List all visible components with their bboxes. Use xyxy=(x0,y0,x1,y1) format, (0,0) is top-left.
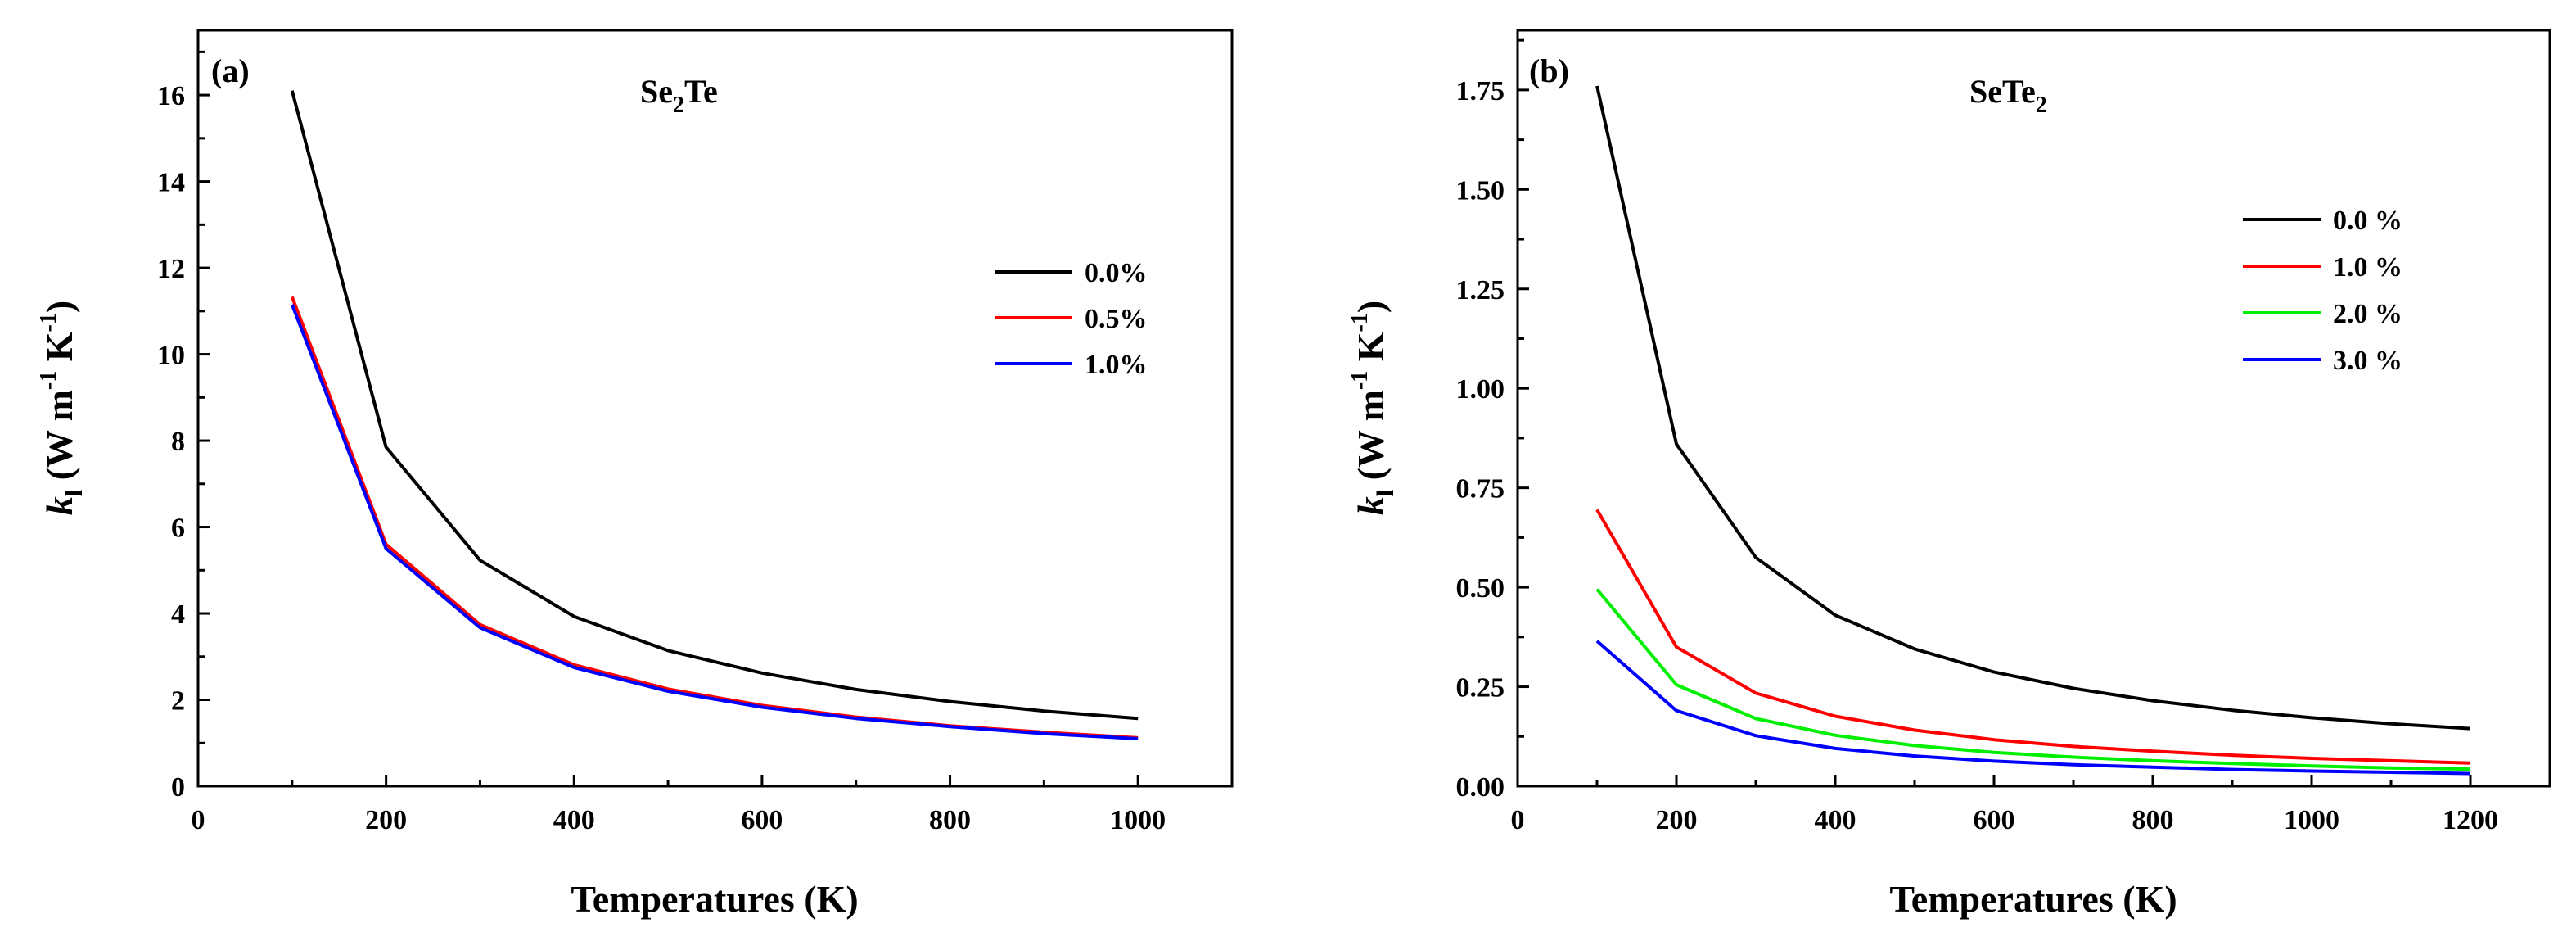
panel-a-y-tick-label: 2 xyxy=(171,686,185,717)
panel-a-ylabel-mid: K xyxy=(38,332,80,371)
panel-b-x-tick-label: 200 xyxy=(1656,805,1698,835)
panel-b-series-line xyxy=(1595,640,2471,776)
panel-a-y-tick-label: 6 xyxy=(171,513,185,544)
panel-a-axis-ticks: 0 200 400 600 800 1000 0 2 4 6 8 10 12 14 16 xyxy=(157,50,1166,835)
panel-b-legend-label: 3.0 % xyxy=(2333,346,2402,376)
panel-b-y-axis-title: kl (W m-1 K-1) xyxy=(1347,301,1399,515)
panel-a-y-tick-label: 12 xyxy=(157,254,185,284)
panel-b-x-axis-title: Temperatures (K) xyxy=(1889,878,2177,920)
panel-b-legend: 0.0 % 1.0 % 2.0 % 3.0 % xyxy=(2243,206,2402,376)
panel-a-x-tick-label: 800 xyxy=(929,805,971,835)
panel-a-ylabel-open: (W m xyxy=(38,390,80,490)
panel-b-y-tick-label: 0.75 xyxy=(1456,474,1505,504)
panel-a-ylabel-exp1: -1 xyxy=(36,371,61,390)
panel-a-legend-label: 0.0% xyxy=(1085,258,1148,288)
panel-b-x-tick-label: 400 xyxy=(1815,805,1856,835)
panel-b-ylabel-exp2: -1 xyxy=(1347,313,1373,332)
panel-a-x-tick-label: 200 xyxy=(365,805,407,835)
panel-a-legend-label: 1.0% xyxy=(1085,350,1148,380)
panel-b-legend-label: 1.0 % xyxy=(2333,252,2402,283)
panel-a-y-tick-label: 4 xyxy=(171,599,185,630)
panel-a-title-main: Se xyxy=(640,73,673,110)
panel-a-title: Se2Te xyxy=(640,73,718,118)
panel-b-x-tick-label: 800 xyxy=(2132,805,2174,835)
panel-b-ylabel-exp1: -1 xyxy=(1347,371,1373,390)
panel-a-x-axis-title: Temperatures (K) xyxy=(571,878,858,920)
panel-a-x-tick-label: 1000 xyxy=(1110,805,1166,835)
panel-a-series xyxy=(290,90,1139,740)
panel-b-y-tick-label: 1.25 xyxy=(1456,275,1505,305)
panel-b-label: (b) xyxy=(1529,52,1569,89)
panel-b-series-line xyxy=(1595,588,2471,771)
panel-b-x-tick-label: 600 xyxy=(1974,805,2015,835)
panel-b-ylabel-close: ) xyxy=(1350,301,1392,313)
panel-b-y-tick-label: 1.00 xyxy=(1456,374,1505,405)
panel-b-series-line xyxy=(1595,509,2471,765)
panel-a-title-subscript: 2 xyxy=(673,93,684,118)
panel-a-ylabel-k-sub: l xyxy=(61,490,88,496)
panel-b-title-main: SeTe xyxy=(1969,73,2036,110)
panel-b-y-tick-label: 0.50 xyxy=(1456,573,1505,604)
panel-b-y-tick-label: 1.75 xyxy=(1456,76,1505,106)
panel-a-ylabel-k: k xyxy=(38,496,80,515)
panel-a-y-tick-label: 8 xyxy=(171,427,185,457)
panel-b: 0 200 400 600 800 1000 1200 0.00 0.25 0.50 0.75 1.0… xyxy=(1347,29,2551,920)
panel-b-y-tick-label: 0.25 xyxy=(1456,673,1505,703)
panel-b-axis-ticks: 0 200 400 600 800 1000 1200 0.00 0.25 0.50 0.75 1.0… xyxy=(1456,38,2498,835)
panel-a-plot-frame xyxy=(196,29,1234,788)
panel-a-ylabel-close: ) xyxy=(38,301,80,313)
panel-b-ylabel-k-sub: l xyxy=(1372,490,1399,496)
panel-a-x-tick-label: 400 xyxy=(553,805,595,835)
panel-a-y-tick-label: 10 xyxy=(157,341,185,371)
panel-b-legend-label: 0.0 % xyxy=(2333,206,2402,236)
panel-b-ylabel-k: k xyxy=(1350,496,1392,515)
panel-a-title-tail: Te xyxy=(684,73,718,110)
panel-a-ylabel-exp2: -1 xyxy=(36,313,61,332)
panel-a-y-tick-label: 14 xyxy=(157,168,185,198)
panel-a-y-tick-label: 16 xyxy=(157,81,185,111)
panel-a-y-axis-title: kl (W m-1 K-1) xyxy=(36,301,88,515)
panel-a-series-line xyxy=(290,304,1139,740)
panel-a-legend-label: 0.5% xyxy=(1085,304,1148,334)
panel-b-plot-frame xyxy=(1516,29,2551,788)
panel-b-series-line xyxy=(1595,85,2471,731)
panel-a-x-tick-label: 0 xyxy=(192,805,205,835)
panel-a-label: (a) xyxy=(211,52,250,89)
panel-a-y-tick-label: 0 xyxy=(171,772,185,803)
panel-a-x-tick-label: 600 xyxy=(741,805,783,835)
panel-b-ylabel-open: (W m xyxy=(1350,390,1392,490)
panel-b-y-tick-label: 0.00 xyxy=(1456,772,1505,803)
panel-b-title: SeTe2 xyxy=(1969,73,2047,118)
panel-b-series xyxy=(1595,85,2471,776)
panel-b-y-tick-label: 1.50 xyxy=(1456,175,1505,206)
panel-a-legend: 0.0% 0.5% 1.0% xyxy=(995,258,1148,380)
panel-b-x-tick-label: 1000 xyxy=(2284,805,2339,835)
panel-b-title-subscript: 2 xyxy=(2036,93,2047,118)
panel-b-x-tick-label: 0 xyxy=(1511,805,1525,835)
panel-b-ylabel-mid: K xyxy=(1350,332,1392,371)
panel-b-legend-label: 2.0 % xyxy=(2333,299,2402,329)
panel-b-x-tick-label: 1200 xyxy=(2443,805,2498,835)
panel-a-series-line xyxy=(290,90,1139,721)
